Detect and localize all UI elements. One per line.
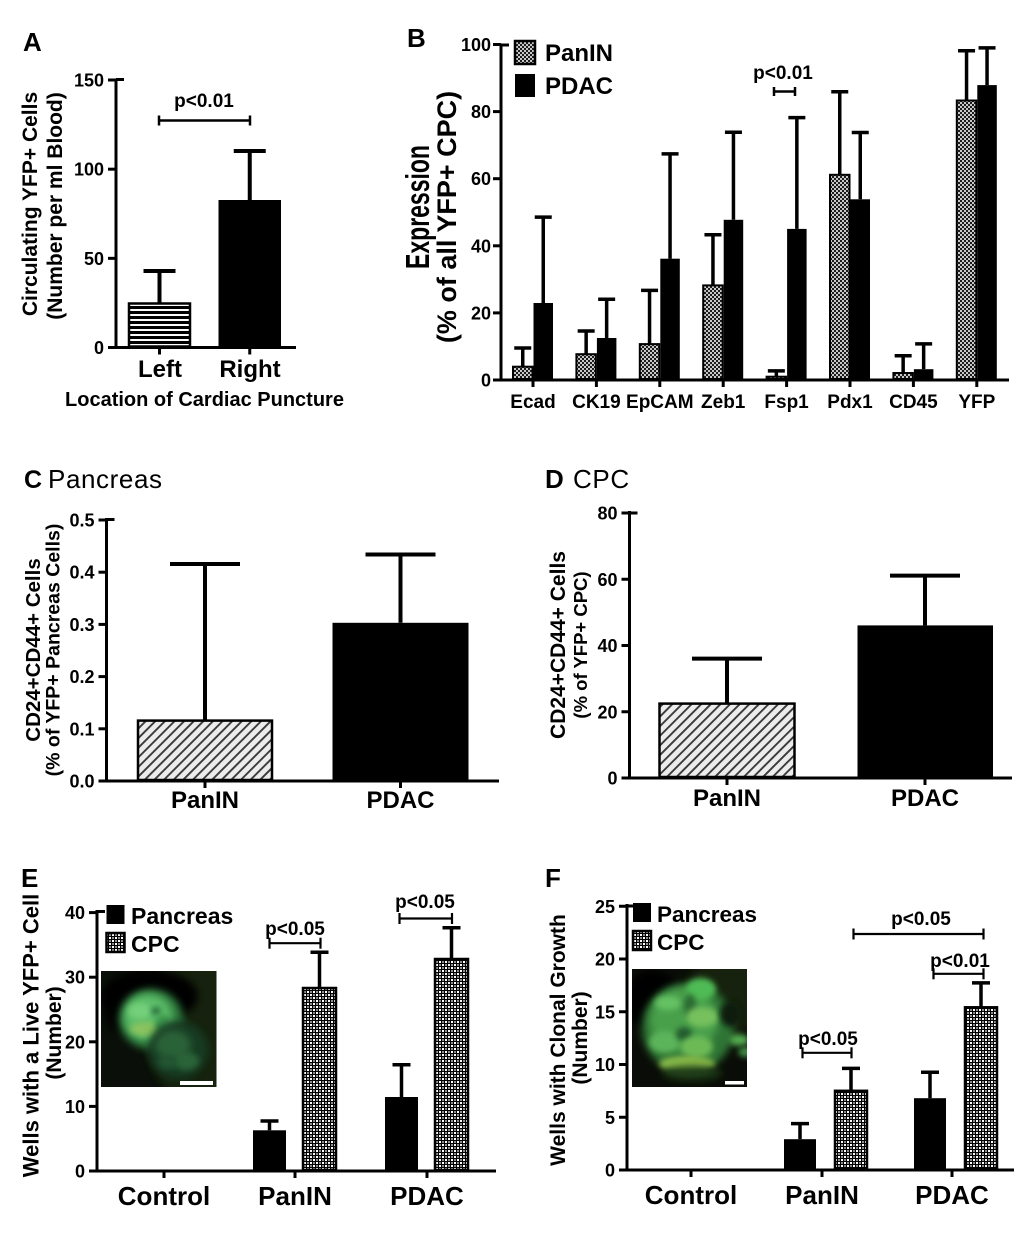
svg-text:E: E bbox=[21, 863, 38, 893]
svg-text:A: A bbox=[23, 27, 42, 57]
svg-text:PDAC: PDAC bbox=[891, 785, 959, 812]
svg-text:Pancreas: Pancreas bbox=[48, 464, 163, 494]
svg-text:p<0.05: p<0.05 bbox=[395, 892, 455, 913]
svg-text:(% of all YFP+ CPC): (% of all YFP+ CPC) bbox=[432, 91, 462, 343]
svg-text:Control: Control bbox=[118, 1181, 210, 1211]
svg-text:Wells with a Live YFP+ Cell: Wells with a Live YFP+ Cell bbox=[19, 894, 44, 1177]
svg-text:Control: Control bbox=[645, 1180, 737, 1210]
svg-text:CK19: CK19 bbox=[572, 392, 621, 413]
svg-text:Ecad: Ecad bbox=[510, 392, 555, 413]
svg-text:0.4: 0.4 bbox=[69, 563, 94, 583]
svg-text:Right: Right bbox=[219, 356, 280, 383]
svg-text:p<0.01: p<0.01 bbox=[753, 63, 813, 84]
svg-text:Wells with Clonal Growth: Wells with Clonal Growth bbox=[547, 914, 570, 1166]
svg-text:10: 10 bbox=[595, 1055, 615, 1075]
svg-text:0.3: 0.3 bbox=[69, 615, 94, 635]
svg-text:40: 40 bbox=[597, 636, 617, 656]
svg-text:60: 60 bbox=[471, 169, 491, 189]
svg-text:Pdx1: Pdx1 bbox=[827, 392, 873, 413]
svg-text:(% of YFP+ Pancreas Cells): (% of YFP+ Pancreas Cells) bbox=[43, 524, 65, 777]
svg-text:CPC: CPC bbox=[657, 930, 705, 955]
svg-text:20: 20 bbox=[595, 950, 615, 970]
svg-text:YFP: YFP bbox=[958, 392, 995, 413]
svg-text:0.1: 0.1 bbox=[69, 719, 94, 739]
svg-text:p<0.01: p<0.01 bbox=[174, 91, 234, 112]
svg-text:CPC: CPC bbox=[131, 931, 180, 957]
svg-text:30: 30 bbox=[65, 968, 85, 988]
svg-text:50: 50 bbox=[84, 249, 104, 269]
svg-text:PanIN: PanIN bbox=[785, 1180, 859, 1210]
svg-text:40: 40 bbox=[65, 903, 85, 923]
svg-text:Expression: Expression bbox=[400, 145, 437, 269]
svg-text:D: D bbox=[545, 464, 564, 494]
svg-text:Pancreas: Pancreas bbox=[657, 902, 757, 927]
svg-text:(% of YFP+ CPC): (% of YFP+ CPC) bbox=[570, 571, 591, 718]
svg-text:0: 0 bbox=[481, 371, 491, 391]
svg-text:0: 0 bbox=[605, 1161, 615, 1181]
svg-text:20: 20 bbox=[65, 1032, 85, 1052]
svg-text:100: 100 bbox=[74, 160, 104, 180]
svg-text:100: 100 bbox=[461, 35, 491, 55]
svg-text:20: 20 bbox=[471, 303, 491, 323]
svg-text:PDAC: PDAC bbox=[390, 1181, 464, 1211]
svg-text:15: 15 bbox=[595, 1002, 615, 1022]
svg-text:(Number): (Number) bbox=[569, 991, 592, 1084]
svg-text:PDAC: PDAC bbox=[915, 1180, 989, 1210]
svg-text:(Number per ml Blood): (Number per ml Blood) bbox=[44, 92, 67, 320]
svg-text:0: 0 bbox=[75, 1162, 85, 1182]
svg-text:CD24+CD44+ Cells: CD24+CD44+ Cells bbox=[547, 551, 570, 739]
svg-text:CPC: CPC bbox=[573, 464, 630, 494]
svg-text:PDAC: PDAC bbox=[366, 787, 434, 814]
svg-text:CD45: CD45 bbox=[889, 392, 938, 413]
svg-text:PanIN: PanIN bbox=[258, 1181, 332, 1211]
svg-text:25: 25 bbox=[595, 897, 615, 917]
svg-text:p<0.05: p<0.05 bbox=[798, 1029, 858, 1050]
svg-text:PanIN: PanIN bbox=[693, 785, 761, 812]
svg-text:60: 60 bbox=[597, 570, 617, 590]
svg-text:(Number): (Number) bbox=[43, 986, 66, 1079]
svg-text:Pancreas: Pancreas bbox=[131, 903, 233, 929]
svg-text:5: 5 bbox=[605, 1108, 615, 1128]
svg-text:PDAC: PDAC bbox=[545, 73, 613, 100]
svg-text:PanIN: PanIN bbox=[545, 40, 613, 67]
svg-text:CD24+CD44+ Cells: CD24+CD44+ Cells bbox=[22, 558, 45, 741]
svg-text:EpCAM: EpCAM bbox=[626, 392, 694, 413]
svg-text:p<0.05: p<0.05 bbox=[265, 919, 325, 940]
svg-text:0.5: 0.5 bbox=[69, 511, 94, 531]
svg-text:p<0.01: p<0.01 bbox=[930, 951, 990, 972]
svg-text:Circulating YFP+ Cells: Circulating YFP+ Cells bbox=[19, 92, 42, 316]
svg-text:0.0: 0.0 bbox=[69, 772, 94, 792]
svg-text:0.2: 0.2 bbox=[69, 667, 94, 687]
svg-text:20: 20 bbox=[597, 702, 617, 722]
svg-text:p<0.05: p<0.05 bbox=[891, 909, 951, 930]
svg-text:Left: Left bbox=[138, 356, 182, 383]
svg-text:Location of Cardiac Puncture: Location of Cardiac Puncture bbox=[65, 389, 344, 411]
svg-text:B: B bbox=[407, 23, 426, 53]
svg-text:C: C bbox=[24, 466, 42, 494]
svg-text:80: 80 bbox=[471, 102, 491, 122]
svg-text:Zeb1: Zeb1 bbox=[701, 392, 746, 413]
svg-text:0: 0 bbox=[94, 338, 104, 358]
svg-text:80: 80 bbox=[597, 504, 617, 524]
svg-text:Fsp1: Fsp1 bbox=[764, 392, 809, 413]
svg-text:10: 10 bbox=[65, 1097, 85, 1117]
svg-text:0: 0 bbox=[607, 769, 617, 789]
svg-text:PanIN: PanIN bbox=[171, 787, 239, 814]
svg-text:150: 150 bbox=[74, 71, 104, 91]
svg-text:F: F bbox=[545, 863, 561, 893]
svg-text:40: 40 bbox=[471, 236, 491, 256]
